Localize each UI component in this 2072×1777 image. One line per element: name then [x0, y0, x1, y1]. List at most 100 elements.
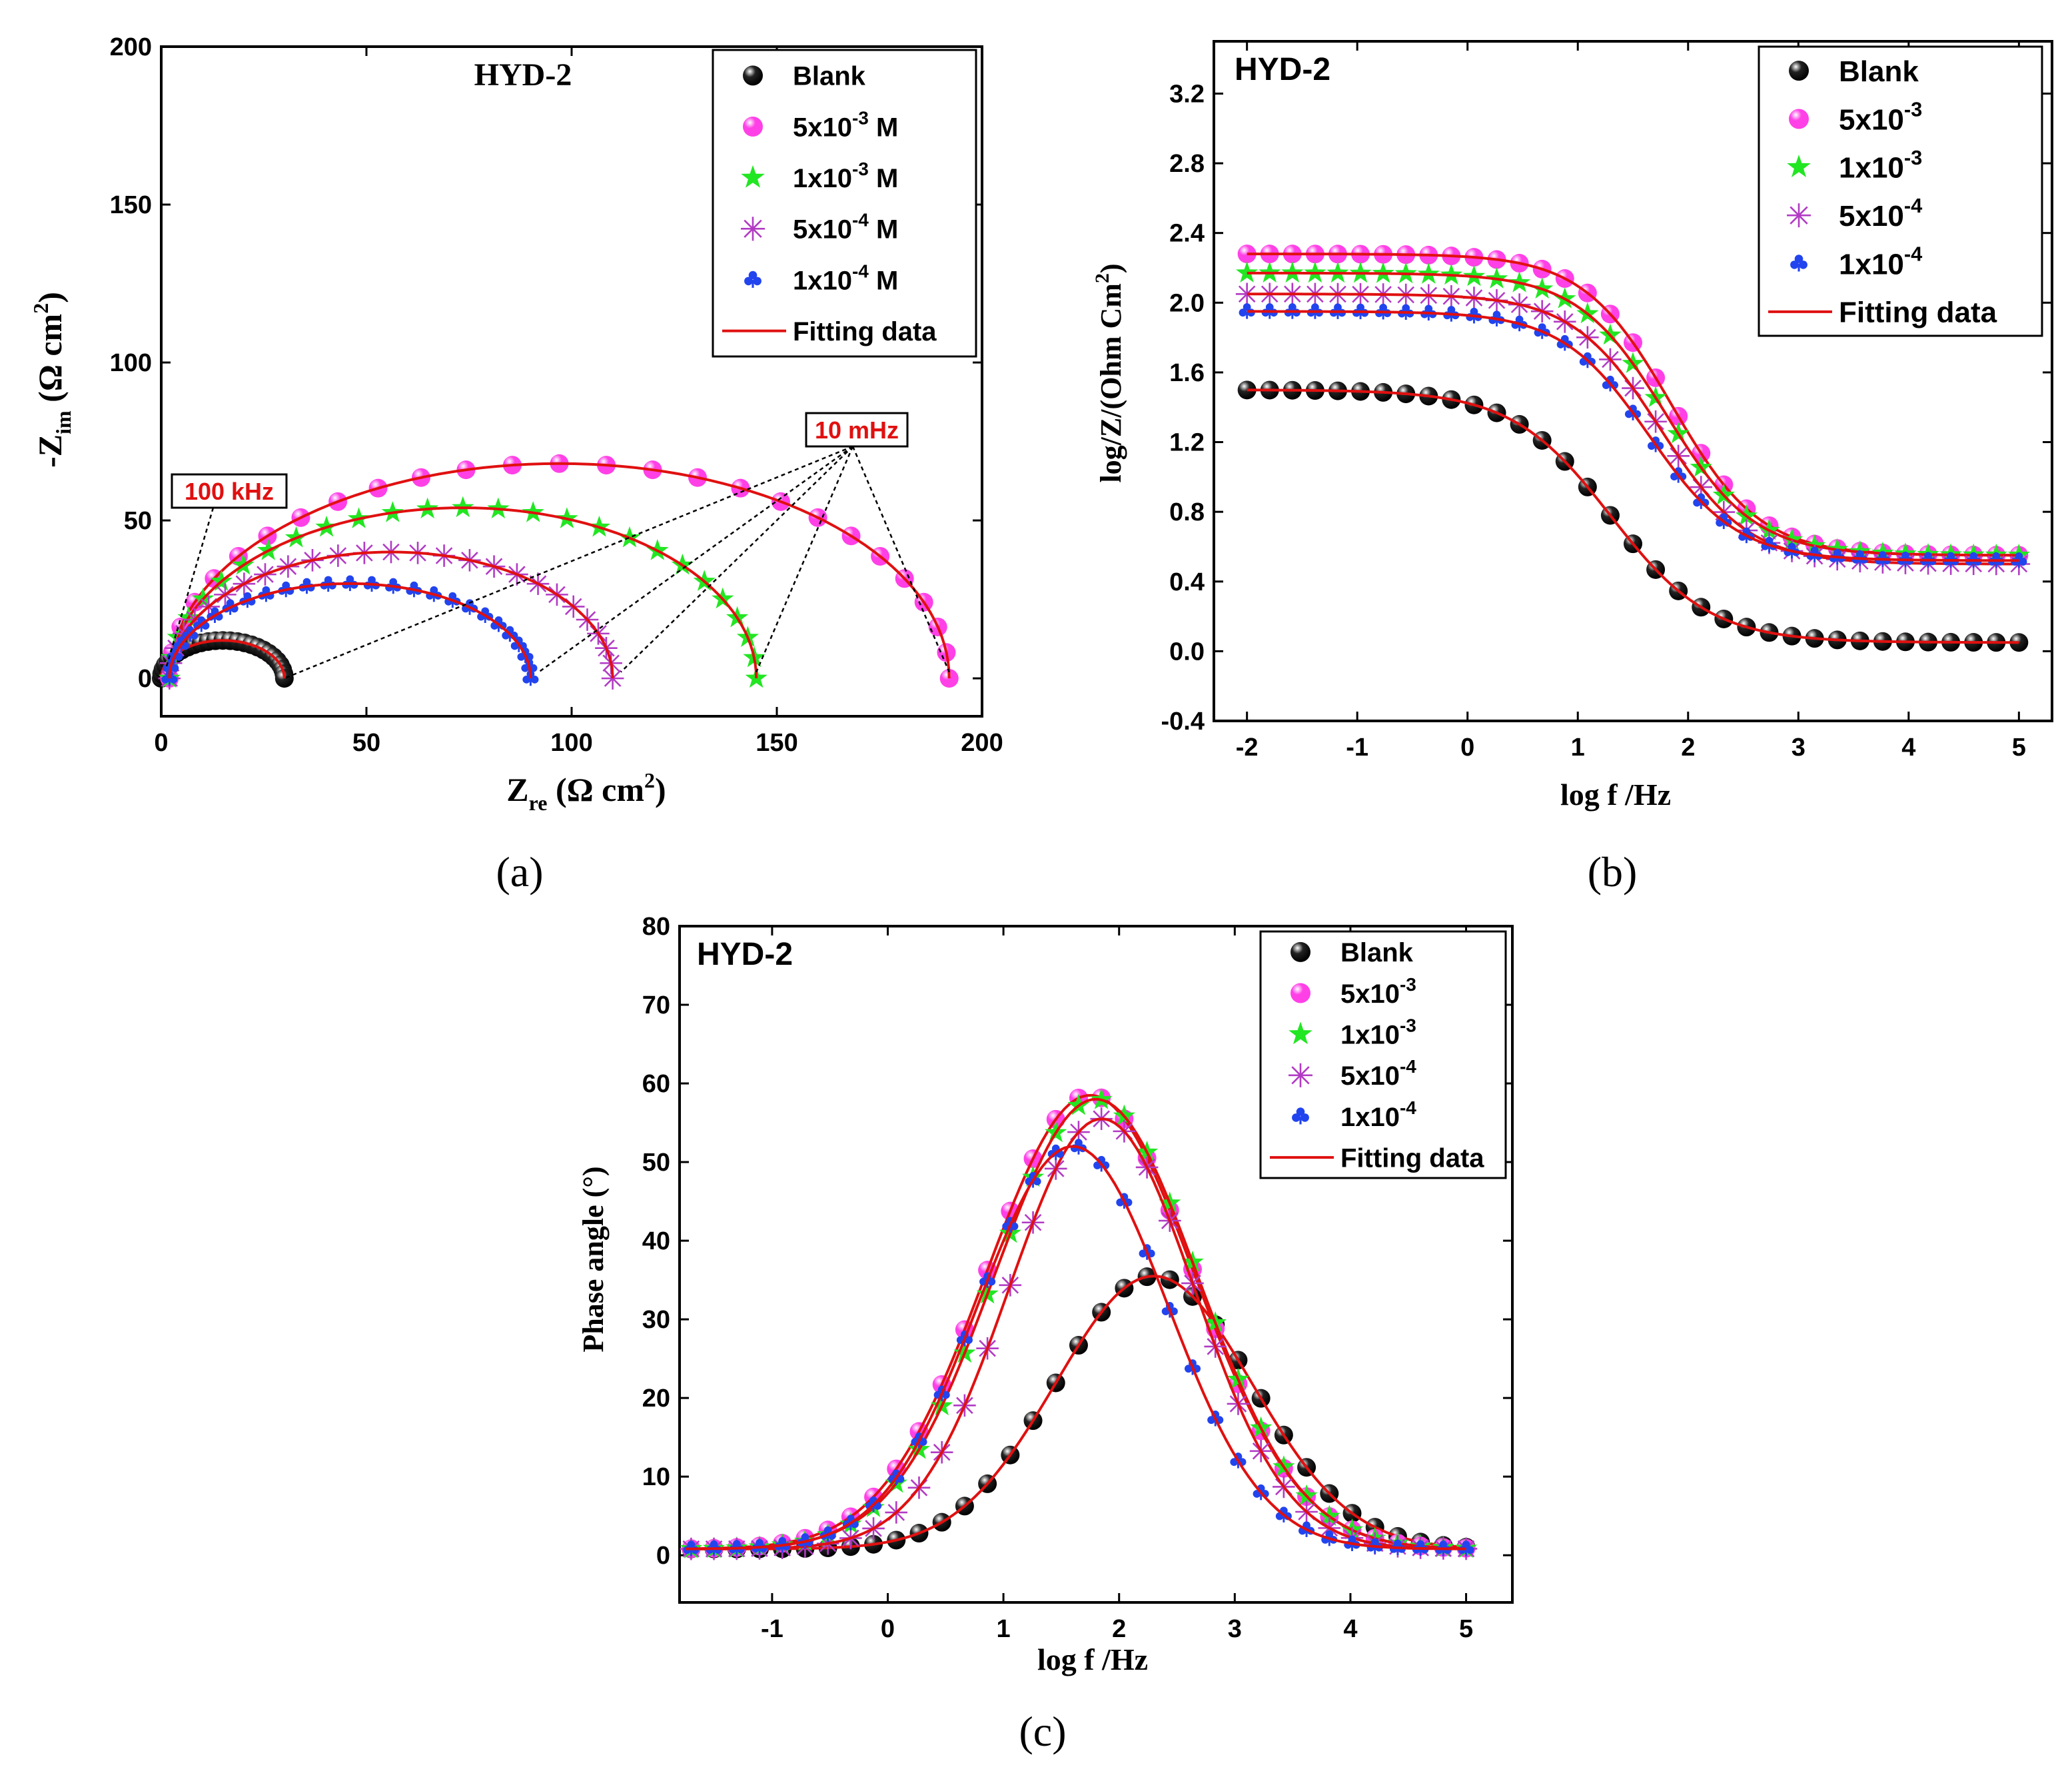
legend-label: 5x10-4 [1839, 194, 1922, 233]
x-tick-label: 5 [1459, 1615, 1473, 1643]
y-tick-label: 0.8 [1169, 498, 1205, 526]
caption-c: (c) [1019, 1708, 1066, 1755]
panel-b-bode-modulus-plot: -2 -1 0 1 2 3 4 5 -0.4 0.0 0.4 0.8 1.2 1.6 2.0 2.4 2.8 3.… [1091, 40, 2053, 895]
annotation-10mhz: 10 mHz [815, 416, 899, 444]
data-point [1237, 380, 1257, 400]
fit-curve [168, 582, 532, 679]
data-point [1184, 1359, 1201, 1375]
fit-curve [168, 550, 614, 679]
x-tick-label: -2 [1236, 734, 1259, 762]
legend-label: 1x10-4 [1839, 243, 1922, 281]
legend-label: 1x10-3 M [793, 159, 898, 193]
legend-marker [1789, 109, 1809, 129]
legend-marker [1289, 1021, 1312, 1045]
legend-label: 1x10-3 [1839, 146, 1922, 185]
panel-title: HYD-2 [474, 57, 572, 93]
annotation-100khz: 100 kHz [185, 478, 274, 505]
x-tick-label: 0 [881, 1615, 895, 1643]
legend-label: Fitting data [1340, 1144, 1484, 1173]
y-tick-label: 0.4 [1169, 568, 1205, 596]
panel-title: HYD-2 [1235, 52, 1330, 87]
x-tick-label: 0 [154, 729, 168, 757]
legend-box [1758, 45, 2043, 337]
y-tick-label: 100 [110, 349, 152, 377]
legend-marker [743, 65, 763, 86]
x-axis-label: log f /Hz [1560, 778, 1671, 812]
y-tick-label: 1.2 [1169, 429, 1205, 457]
annotation-box [805, 412, 909, 448]
annotation-leader [165, 507, 215, 667]
y-tick-label: 40 [642, 1227, 670, 1255]
data-point [522, 670, 539, 686]
x-tick-label: 200 [961, 729, 1003, 757]
y-tick-label: 0 [138, 665, 152, 693]
y-tick-label: 20 [642, 1385, 670, 1413]
y-axis-label: Phase angle (°) [577, 1166, 610, 1352]
y-tick-label: 50 [124, 507, 152, 535]
fit-curve [685, 1275, 1466, 1550]
legend-label: 5x10-3 [1340, 974, 1416, 1009]
x-tick-label: 100 [550, 729, 592, 757]
legend-label: Blank [793, 62, 866, 91]
y-tick-label: 0.0 [1169, 638, 1205, 666]
x-tick-label: 1 [1571, 734, 1585, 762]
legend-label: 5x10-3 [1839, 98, 1922, 137]
panel-title: HYD-2 [697, 937, 793, 972]
y-tick-label: 2.0 [1169, 289, 1205, 317]
plot-frame [1213, 40, 2053, 722]
x-tick-label: 2 [1112, 1615, 1126, 1643]
annotation-leader [851, 446, 950, 673]
data-point [1236, 261, 1259, 283]
legend-label: 5x10-4 [1340, 1056, 1416, 1091]
legend-box [712, 49, 977, 358]
y-tick-label: 60 [642, 1070, 670, 1098]
plot-frame [678, 925, 1514, 1604]
legend-marker [741, 165, 765, 188]
x-tick-label: 150 [756, 729, 797, 757]
y-tick-label: 150 [110, 191, 152, 219]
data-point [939, 669, 959, 688]
legend-marker [743, 117, 763, 137]
legend-label: 5x10-4 M [793, 210, 898, 245]
annotation-leader [538, 445, 853, 673]
legend-marker [744, 271, 762, 288]
x-axis-label: Zre (Ω cm2) [506, 768, 666, 815]
legend-box [1259, 930, 1507, 1179]
data-point [274, 669, 294, 688]
legend-label: Fitting data [793, 317, 937, 346]
fit-curve [1247, 293, 2019, 566]
legend-marker [1789, 61, 1809, 81]
annotation-leader [620, 446, 853, 673]
legend-marker [1291, 941, 1310, 962]
x-tick-label: 50 [352, 729, 380, 757]
y-axis-label: log/Z/(Ohm Cm2) [1091, 263, 1127, 482]
annotation-box [171, 473, 288, 509]
legend-marker [1292, 1107, 1309, 1125]
x-tick-label: 3 [1228, 1615, 1242, 1643]
x-tick-label: 0 [1460, 734, 1474, 762]
x-tick-label: -1 [1346, 734, 1368, 762]
y-tick-label: 3.2 [1169, 80, 1205, 108]
legend-label: Blank [1340, 938, 1414, 967]
legend-label: 1x10-4 [1340, 1097, 1416, 1132]
legend-label: 1x10-3 [1340, 1015, 1416, 1050]
y-tick-label: -0.4 [1161, 708, 1205, 736]
legend-marker [1289, 1063, 1312, 1087]
x-tick-label: 3 [1792, 734, 1806, 762]
legend-marker [741, 217, 765, 241]
x-tick-label: 4 [1901, 734, 1915, 762]
y-axis-label: -Zim (Ω cm2) [29, 292, 75, 468]
fit-curve [1247, 388, 2019, 644]
y-tick-label: 2.8 [1169, 150, 1205, 178]
x-axis-label: log f /Hz [1037, 1642, 1148, 1676]
fit-curve [1247, 271, 2019, 557]
x-tick-label: 5 [2012, 734, 2026, 762]
legend-marker [1291, 983, 1310, 1003]
legend-label: 5x10-3 M [793, 107, 898, 142]
caption-a: (a) [496, 848, 543, 895]
y-tick-label: 0 [656, 1542, 670, 1570]
data-point [406, 581, 422, 598]
x-tick-label: 2 [1681, 734, 1695, 762]
y-tick-label: 2.4 [1169, 220, 1205, 248]
